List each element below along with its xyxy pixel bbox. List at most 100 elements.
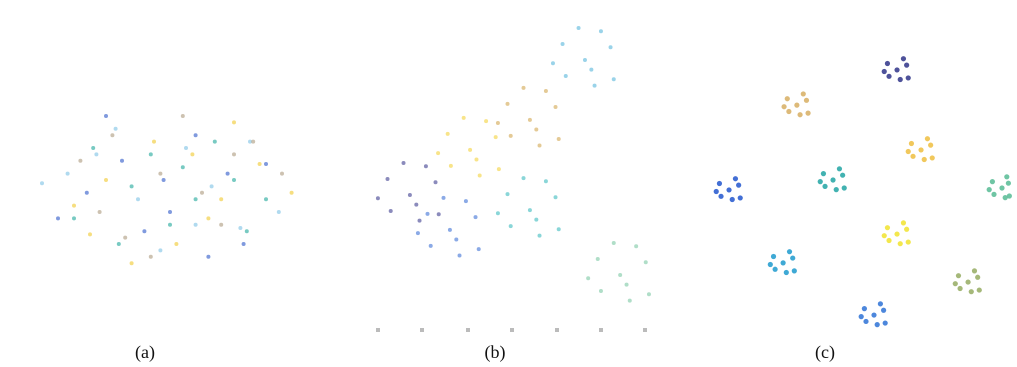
point — [586, 276, 591, 281]
panel-caption: (b) — [485, 342, 506, 363]
point — [280, 171, 284, 176]
point — [428, 243, 433, 248]
point — [289, 190, 294, 195]
point — [886, 73, 892, 79]
point — [477, 173, 482, 178]
point — [113, 126, 118, 131]
point — [129, 184, 134, 189]
point — [767, 261, 773, 268]
point — [716, 180, 723, 187]
point — [123, 235, 128, 240]
point — [991, 191, 997, 197]
point — [841, 185, 847, 191]
tick-dot — [510, 328, 514, 332]
point — [193, 133, 198, 138]
point — [634, 244, 639, 249]
point — [543, 179, 548, 184]
point — [904, 226, 910, 232]
point — [884, 60, 891, 67]
point — [881, 233, 887, 239]
point — [965, 279, 971, 285]
panel: (b) — [375, 26, 651, 363]
point — [560, 42, 565, 46]
point — [415, 231, 420, 236]
tick-dot — [555, 328, 559, 332]
point — [905, 239, 911, 245]
point — [521, 85, 526, 90]
point — [897, 76, 903, 83]
point — [436, 151, 441, 156]
point — [238, 226, 243, 230]
point — [537, 143, 542, 148]
point — [905, 75, 911, 81]
point — [971, 268, 978, 274]
point — [737, 195, 743, 201]
point — [592, 83, 597, 88]
point — [999, 185, 1005, 191]
point — [212, 139, 217, 144]
point — [989, 179, 996, 185]
tick-dot — [420, 328, 424, 332]
point — [104, 114, 108, 118]
point — [790, 255, 796, 261]
point — [495, 121, 500, 126]
point — [447, 227, 452, 232]
point — [986, 187, 992, 193]
point — [894, 231, 900, 237]
point — [474, 157, 479, 162]
point — [797, 112, 803, 118]
point — [468, 147, 473, 152]
point — [589, 67, 594, 72]
point — [441, 195, 446, 200]
point — [414, 202, 419, 207]
point — [505, 192, 510, 197]
point — [784, 96, 790, 102]
point — [232, 152, 236, 157]
axis-ticks-b — [376, 328, 647, 332]
point — [553, 105, 558, 110]
point — [200, 190, 204, 195]
point — [244, 229, 249, 234]
point — [495, 211, 500, 216]
point — [1004, 174, 1010, 180]
point — [904, 62, 910, 68]
point — [104, 178, 108, 182]
point — [955, 273, 962, 279]
point — [148, 152, 153, 157]
point — [817, 179, 823, 185]
point — [423, 164, 428, 169]
point — [794, 102, 800, 108]
point — [219, 222, 224, 227]
point — [264, 197, 268, 202]
point — [884, 225, 891, 231]
point — [232, 120, 236, 125]
point — [417, 218, 422, 223]
point — [861, 306, 868, 312]
point — [820, 171, 827, 177]
point — [900, 220, 907, 226]
point — [783, 269, 789, 276]
point — [84, 190, 89, 195]
point — [1002, 195, 1008, 201]
point — [206, 254, 211, 259]
point — [436, 212, 441, 217]
point — [534, 217, 539, 222]
point — [388, 209, 393, 214]
point — [445, 131, 450, 136]
point — [473, 215, 478, 220]
point — [257, 162, 262, 166]
point — [618, 273, 623, 278]
point — [921, 156, 927, 163]
point — [110, 133, 115, 138]
point — [193, 222, 198, 227]
point — [550, 61, 555, 66]
point — [840, 172, 846, 178]
point — [448, 163, 453, 168]
point — [276, 210, 281, 214]
point — [910, 153, 916, 159]
point — [786, 108, 792, 115]
point — [1005, 180, 1012, 186]
point — [129, 261, 134, 266]
point — [975, 274, 981, 280]
point — [608, 45, 613, 50]
